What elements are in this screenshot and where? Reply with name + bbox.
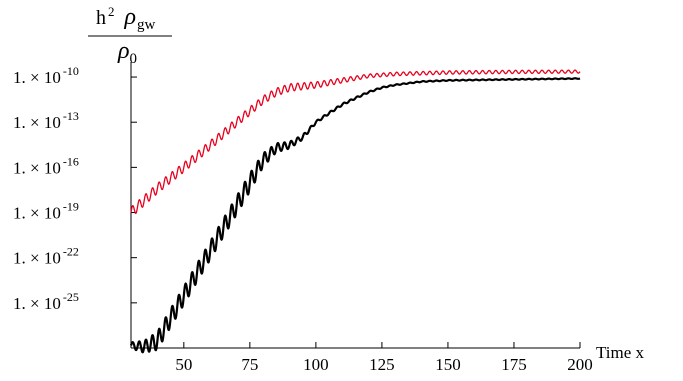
y-label-sub-0: 0: [130, 51, 138, 67]
x-tick-label: 200: [567, 355, 593, 374]
y-label-rho0: ρ: [117, 38, 130, 64]
y-label-h: h: [96, 7, 106, 29]
y-label-rho: ρ: [124, 4, 137, 30]
y-tick-label: 1. × 10 -25: [13, 290, 79, 313]
y-tick-label: 1. × 10 -19: [13, 200, 79, 223]
series-layer: [129, 69, 581, 354]
y-tick-exponent: -19: [63, 200, 79, 214]
y-axis-label: h 2 ρgw ρ0: [88, 4, 172, 67]
y-tick-label: 1. × 10 -22: [13, 245, 79, 268]
y-axis-ticks: 1. × 10 -101. × 10 -131. × 10 -161. × 10 -19…: [13, 64, 137, 313]
y-tick-mantissa: 1. × 10: [13, 204, 61, 223]
y-label-sub-gw: gw: [137, 17, 156, 33]
y-tick-mantissa: 1. × 10: [13, 249, 61, 268]
x-tick-label: 125: [369, 355, 395, 374]
y-tick-exponent: -25: [63, 290, 79, 304]
series-line-black: [129, 77, 581, 354]
y-axis-label-numerator: h 2 ρgw: [96, 4, 156, 33]
y-tick-exponent: -22: [63, 245, 79, 259]
x-axis-label: Time x: [596, 343, 645, 362]
y-tick-label: 1. × 10 -13: [13, 109, 79, 132]
x-axis-ticks: 50 75 100 125 150 175 200: [175, 342, 593, 374]
y-tick-mantissa: 1. × 10: [13, 113, 61, 132]
y-tick-exponent: -10: [63, 64, 79, 78]
x-tick-label: 75: [241, 355, 258, 374]
series-line-red: [130, 69, 581, 214]
y-tick-exponent: -13: [63, 109, 79, 123]
x-tick-label: 100: [303, 355, 329, 374]
y-tick-label: 1. × 10 -10: [13, 64, 79, 87]
x-tick-label: 50: [175, 355, 192, 374]
y-tick-mantissa: 1. × 10: [13, 294, 61, 313]
x-tick-label: 150: [435, 355, 461, 374]
y-tick-mantissa: 1. × 10: [13, 158, 61, 177]
y-tick-exponent: -16: [63, 154, 79, 168]
y-label-exp: 2: [108, 4, 115, 19]
y-tick-mantissa: 1. × 10: [13, 68, 61, 87]
y-axis-label-denominator: ρ0: [117, 38, 137, 67]
y-tick-label: 1. × 10 -16: [13, 154, 79, 177]
x-tick-label: 175: [501, 355, 527, 374]
